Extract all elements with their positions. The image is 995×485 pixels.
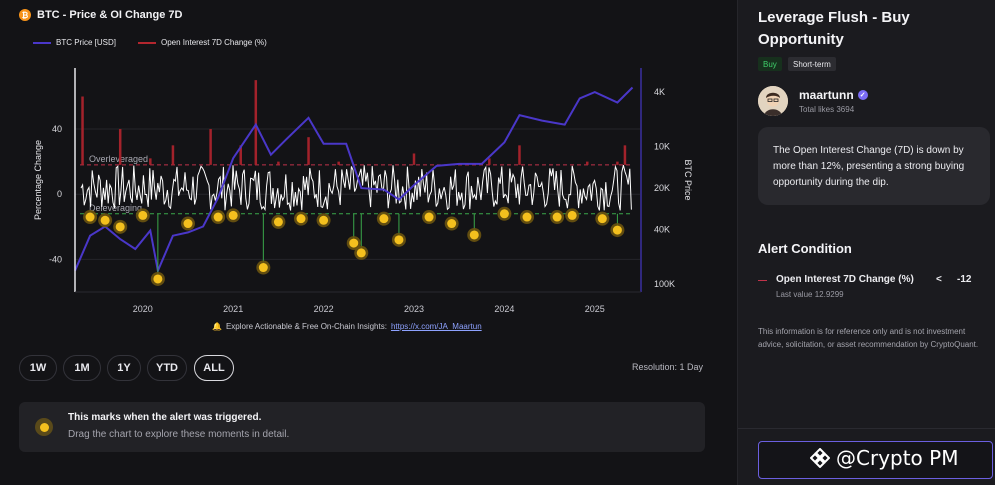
binance-logo-icon bbox=[810, 448, 830, 468]
oi-legend-swatch bbox=[138, 41, 156, 44]
author-name[interactable]: maartunn ✓ bbox=[799, 88, 868, 102]
trigger-marker bbox=[100, 215, 110, 225]
author-name-text[interactable]: maartunn bbox=[799, 88, 854, 102]
trigger-marker bbox=[552, 212, 562, 222]
avatar[interactable] bbox=[758, 86, 788, 116]
chart-title: ₿ BTC - Price & OI Change 7D bbox=[19, 9, 182, 21]
price-legend-swatch bbox=[33, 41, 51, 44]
condition-series-swatch bbox=[758, 280, 767, 281]
trigger-marker bbox=[213, 212, 223, 222]
chart-panel: ₿ BTC - Price & OI Change 7D BTC Price [… bbox=[0, 0, 737, 452]
alert-description-text: The Open Interest Change (7D) is down by… bbox=[773, 145, 965, 188]
left-tick-label: 0 bbox=[57, 189, 62, 199]
trigger-marker bbox=[273, 217, 283, 227]
bitcoin-icon: ₿ bbox=[19, 9, 31, 21]
bell-icon: 🔔 bbox=[212, 322, 222, 331]
trigger-marker bbox=[138, 210, 148, 220]
trigger-marker bbox=[447, 219, 457, 229]
trigger-marker bbox=[424, 212, 434, 222]
range-button-1m[interactable]: 1M bbox=[63, 355, 101, 381]
trigger-marker bbox=[356, 248, 366, 258]
trigger-marker bbox=[522, 212, 532, 222]
insight-text: Explore Actionable & Free On-Chain Insig… bbox=[225, 322, 387, 331]
panel-divider bbox=[738, 428, 995, 429]
info-subtitle: Drag the chart to explore these moments … bbox=[68, 429, 290, 440]
price-series bbox=[74, 86, 634, 275]
oi-noise-line bbox=[80, 164, 632, 212]
chart-axes: 40 0 -40 100K 40K 20K 10K 4K 2020 2021 2022 2023 202… bbox=[33, 68, 693, 314]
tag-buy: Buy bbox=[758, 57, 782, 71]
right-tick-label: 10K bbox=[654, 142, 670, 152]
range-button-1y[interactable]: 1Y bbox=[107, 355, 141, 381]
insight-banner: 🔔 Explore Actionable & Free On-Chain Ins… bbox=[212, 322, 482, 331]
condition-last-value: Last value 12.9299 bbox=[776, 290, 844, 299]
insight-link[interactable]: https://x.com/JA_Maartun bbox=[390, 322, 482, 331]
trigger-info-box: This marks when the alert was triggered.… bbox=[19, 402, 705, 452]
x-tick-label: 2021 bbox=[223, 304, 243, 314]
trigger-marker bbox=[394, 235, 404, 245]
watermark: @Crypto PM bbox=[810, 446, 958, 470]
disclaimer-text: This information is for reference only a… bbox=[758, 327, 979, 349]
left-axis-title: Percentage Change bbox=[33, 140, 43, 220]
right-tick-label: 4K bbox=[654, 87, 665, 97]
condition-value: -12 bbox=[957, 274, 972, 285]
oi-series bbox=[81, 80, 627, 165]
range-button-all[interactable]: ALL bbox=[194, 355, 234, 381]
range-button-1w[interactable]: 1W bbox=[19, 355, 57, 381]
likes-count: Total likes 3694 bbox=[799, 105, 855, 114]
trigger-marker bbox=[115, 222, 125, 232]
left-tick-label: -40 bbox=[49, 254, 62, 264]
trigger-marker bbox=[228, 210, 238, 220]
trigger-markers bbox=[83, 206, 625, 286]
legend-label-price: BTC Price [USD] bbox=[56, 38, 117, 47]
overleveraged-label: Overleveraged bbox=[89, 154, 148, 164]
legend-item-price[interactable]: BTC Price [USD] bbox=[33, 38, 116, 47]
legend-label-oi: Open Interest 7D Change (%) bbox=[161, 38, 267, 47]
trigger-marker bbox=[567, 210, 577, 220]
deleveraging-label: Deleveraging bbox=[89, 203, 142, 213]
condition-title: Alert Condition bbox=[758, 241, 852, 256]
trigger-marker bbox=[85, 212, 95, 222]
x-tick-label: 2023 bbox=[404, 304, 424, 314]
trigger-marker bbox=[183, 219, 193, 229]
right-axis-title: BTC Price bbox=[683, 159, 693, 200]
alert-title: Leverage Flush - Buy Opportunity bbox=[758, 9, 910, 48]
right-tick-label: 40K bbox=[654, 224, 670, 234]
oi-band bbox=[80, 164, 632, 212]
trigger-marker bbox=[499, 209, 509, 219]
trigger-marker bbox=[258, 263, 268, 273]
legend-item-oi[interactable]: Open Interest 7D Change (%) bbox=[138, 38, 267, 47]
create-alert-button[interactable] bbox=[758, 441, 993, 479]
trigger-marker bbox=[349, 238, 359, 248]
condition-metric: Open Interest 7D Change (%) bbox=[776, 274, 914, 285]
right-tick-label: 20K bbox=[654, 183, 670, 193]
trigger-marker bbox=[319, 215, 329, 225]
trigger-marker bbox=[379, 214, 389, 224]
x-tick-label: 2024 bbox=[494, 304, 514, 314]
left-tick-label: 40 bbox=[52, 124, 62, 134]
x-tick-label: 2022 bbox=[314, 304, 334, 314]
watermark-text: @Crypto PM bbox=[836, 446, 959, 470]
trigger-marker bbox=[612, 225, 622, 235]
resolution-label: Resolution: 1 Day bbox=[632, 362, 704, 372]
chart-grid: Overleveraged Deleveraging bbox=[75, 128, 640, 260]
alert-description: The Open Interest Change (7D) is down by… bbox=[758, 127, 990, 205]
right-tick-label: 100K bbox=[654, 279, 675, 289]
trigger-marker bbox=[153, 274, 163, 284]
chart-canvas[interactable]: Overleveraged Deleveraging 40 0 -40 100K 40K 2… bbox=[0, 0, 737, 345]
alert-panel: Leverage Flush - Buy Opportunity Buy Sho… bbox=[737, 0, 995, 485]
x-tick-label: 2020 bbox=[133, 304, 153, 314]
info-title: This marks when the alert was triggered. bbox=[68, 412, 262, 423]
trigger-marker bbox=[469, 230, 479, 240]
x-tick-label: 2025 bbox=[585, 304, 605, 314]
range-button-ytd[interactable]: YTD bbox=[147, 355, 187, 381]
trigger-marker bbox=[597, 214, 607, 224]
price-line bbox=[74, 86, 634, 275]
tag-short-term: Short-term bbox=[788, 57, 836, 71]
verified-badge-icon: ✓ bbox=[857, 90, 868, 100]
condition-operator: < bbox=[936, 274, 942, 285]
trigger-marker-icon bbox=[35, 418, 53, 436]
trigger-marker bbox=[296, 214, 306, 224]
chart-title-text: BTC - Price & OI Change 7D bbox=[37, 9, 183, 21]
